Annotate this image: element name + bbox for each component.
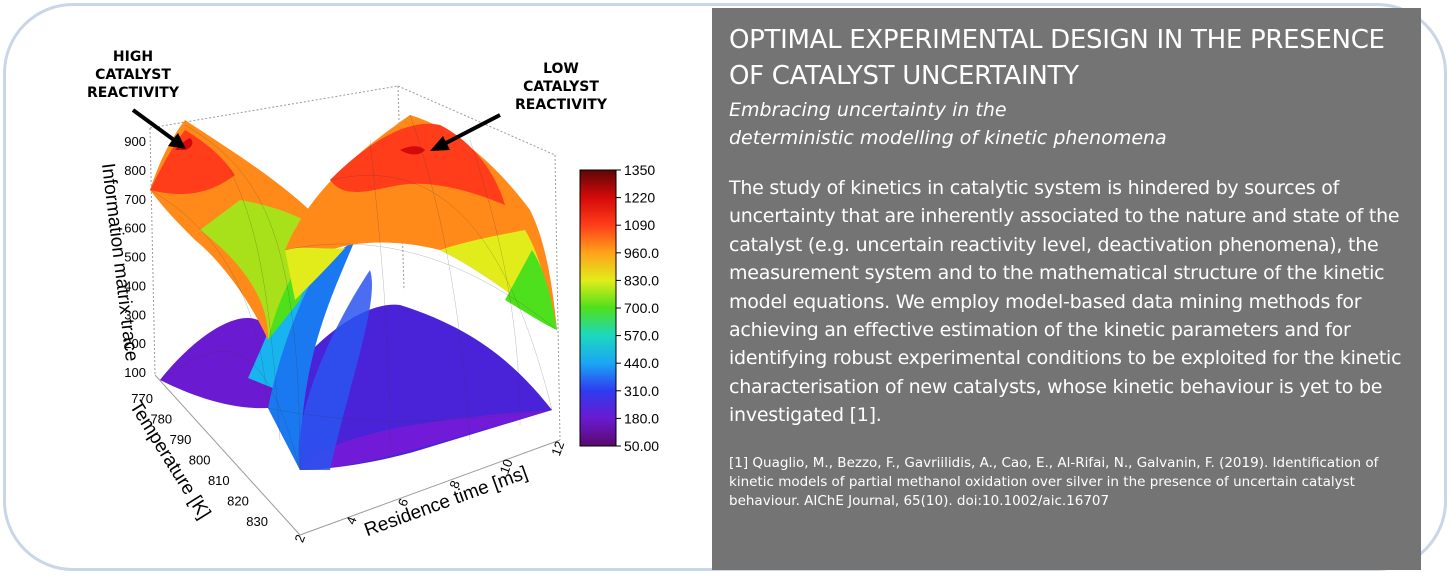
y-tick-label: 800 xyxy=(189,453,211,468)
colorbar-tick-label: 570.0 xyxy=(624,328,659,344)
y-tick-label: 770 xyxy=(131,391,153,406)
colorbar-tick-label: 830.0 xyxy=(624,272,659,288)
y-tick-label: 790 xyxy=(170,432,192,447)
info-panel: OPTIMAL EXPERIMENTAL DESIGN IN THE PRESE… xyxy=(712,8,1421,570)
z-axis-ticks: 100 200 300 400 500 600 700 800 900 xyxy=(124,134,146,380)
colorbar-tick-label: 1220 xyxy=(624,190,655,206)
panel-title: OPTIMAL EXPERIMENTAL DESIGN IN THE PRESE… xyxy=(729,25,1385,91)
colorbar-ticks: 1350 1220 1090 960.0 830.0 700.0 570.0 440.0 310… xyxy=(616,162,659,454)
z-tick-label: 900 xyxy=(124,134,146,149)
x-tick-label: 2 xyxy=(291,532,308,544)
colorbar-tick-label: 180.0 xyxy=(624,410,659,426)
z-tick-label: 800 xyxy=(124,163,146,178)
annotation-low-reactivity: LOW CATALYST REACTIVITY xyxy=(515,61,607,113)
z-tick-label: 100 xyxy=(124,365,146,380)
colorbar: 1350 1220 1090 960.0 830.0 700.0 570.0 440.0 310… xyxy=(579,162,659,454)
arrow-low xyxy=(443,113,501,146)
colorbar-gradient xyxy=(579,169,617,447)
y-axis-ticks: 770 780 790 800 810 820 830 xyxy=(131,391,268,529)
z-tick-label: 300 xyxy=(124,307,146,322)
y-tick-label: 820 xyxy=(227,494,249,509)
colorbar-tick-label: 310.0 xyxy=(624,383,659,399)
z-tick-label: 500 xyxy=(124,250,146,265)
surface-mesh xyxy=(149,114,558,471)
z-tick-label: 600 xyxy=(124,221,146,236)
z-tick-label: 400 xyxy=(124,278,146,293)
y-tick-label: 780 xyxy=(150,412,172,427)
panel-reference: [1] Quaglio, M., Bezzo, F., Gavriilidis,… xyxy=(729,454,1379,509)
y-tick-label: 830 xyxy=(246,514,268,529)
colorbar-tick-label: 1090 xyxy=(624,217,655,233)
x-tick-label: 12 xyxy=(548,439,567,458)
colorbar-tick-label: 440.0 xyxy=(624,355,659,371)
plot-box xyxy=(149,85,561,536)
x-axis-title: Residence time [ms] xyxy=(362,463,531,542)
annotation-high-reactivity: HIGH CATALYST REACTIVITY xyxy=(87,49,179,101)
y-tick-label: 810 xyxy=(208,473,230,488)
colorbar-tick-label: 1350 xyxy=(624,162,655,178)
x-axis-ticks: 2 4 6 8 10 12 xyxy=(291,439,567,544)
panel-subtitle: Embracing uncertainty in the determinist… xyxy=(729,99,1167,149)
z-tick-label: 200 xyxy=(124,336,146,351)
colorbar-tick-label: 960.0 xyxy=(624,245,659,261)
x-tick-label: 8 xyxy=(446,478,463,490)
surface-plot: 100 200 300 400 500 600 700 800 900 770 780 790 800… xyxy=(0,0,700,578)
colorbar-tick-label: 50.00 xyxy=(624,438,659,454)
x-tick-label: 4 xyxy=(343,514,360,526)
annotation-arrows xyxy=(131,108,501,151)
plot-canvas: 100 200 300 400 500 600 700 800 900 770 780 790 800… xyxy=(97,85,659,544)
colorbar-tick-label: 700.0 xyxy=(624,300,659,316)
x-tick-label: 10 xyxy=(497,457,516,476)
arrow-high xyxy=(131,108,176,142)
panel-body: The study of kinetics in catalytic syste… xyxy=(729,177,1402,427)
z-tick-label: 700 xyxy=(124,192,146,207)
x-tick-label: 6 xyxy=(395,496,412,508)
